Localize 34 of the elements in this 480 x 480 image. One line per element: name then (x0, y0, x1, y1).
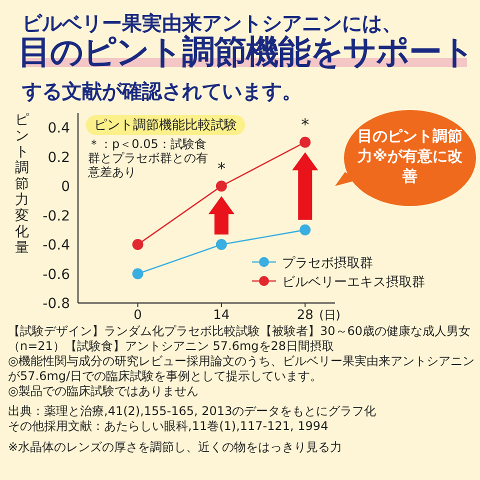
annotation: ＊：p＜0.05：試験食群とプラセボ群との有意差あり (88, 137, 209, 179)
legend-label: ビルベリーエキス摂取群 (282, 275, 425, 290)
x-axis-title: (日) (319, 308, 340, 322)
y-tick-label: 0.2 (48, 150, 70, 166)
annotation: * (217, 159, 226, 178)
x-tick-label: 28 (296, 308, 314, 323)
point (300, 136, 311, 148)
y-tick-label: 0 (61, 179, 70, 196)
text: する文献が確認されています。 (22, 78, 302, 105)
point (132, 268, 144, 280)
annotation: ピント調節機能比較試験 (86, 115, 245, 135)
y-tick-label: -0.2 (42, 208, 70, 224)
chart-title: ビルベリー果実由来アントシアニンには、 (22, 10, 402, 35)
text: 【試験デザイン】ランダム化プラセボ比較試験【被験者】30～60歳の健康な成人男女（n=21）【試験食】アントシアニン 57.6mgを28日間摂取 (8, 324, 472, 354)
x-tick-label: 0 (134, 308, 142, 323)
chart-subtitle: 目のピント調節機能をサポート (18, 32, 474, 73)
text: 目のピント調節力※が有意に改善 (356, 126, 464, 186)
point (216, 180, 227, 192)
y-tick-label: -0.8 (42, 296, 70, 312)
y-tick-label: -0.4 (42, 238, 70, 254)
point (216, 239, 227, 250)
text: ピント調節力変化量 (15, 112, 29, 256)
y-tick-label: 0.4 (48, 120, 70, 137)
x-tick-label: 14 (213, 308, 230, 323)
legend-label: プラセボ摂取群 (282, 256, 373, 271)
text: ◎機能性関与成分の研究レビュー採用論文のうち、ビルベリー果実由来アントシアニンが57.6mg/日での臨床試験を事例として提示しています。 (8, 354, 476, 384)
source-note: 出典：薬理と治療,41(2),155-165, 2013のデータをもとにグラフ化 (8, 404, 378, 419)
text: ※水晶体のレンズの厚さを調節し、近くの物をはっきり見る力 (8, 440, 344, 455)
text: その他採用文献：あたらしい眼科,11巻(1),117-121, 1994 (8, 419, 330, 434)
point (132, 239, 144, 250)
y-tick-label: -0.6 (42, 266, 70, 283)
point (300, 224, 311, 236)
text: ◎製品での臨床試験ではありません (8, 384, 200, 399)
annotation: * (301, 115, 310, 134)
